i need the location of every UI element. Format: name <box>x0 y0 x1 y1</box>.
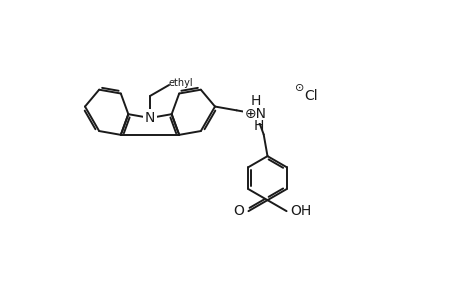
Text: ⊕N: ⊕N <box>245 107 267 121</box>
Text: N: N <box>145 111 155 125</box>
Text: Cl: Cl <box>303 89 317 103</box>
Text: ⊙: ⊙ <box>295 83 304 93</box>
Text: ethyl: ethyl <box>168 78 193 88</box>
Text: H: H <box>251 94 261 108</box>
Text: OH: OH <box>290 204 311 218</box>
Text: O: O <box>233 204 244 218</box>
Text: H: H <box>253 119 264 133</box>
